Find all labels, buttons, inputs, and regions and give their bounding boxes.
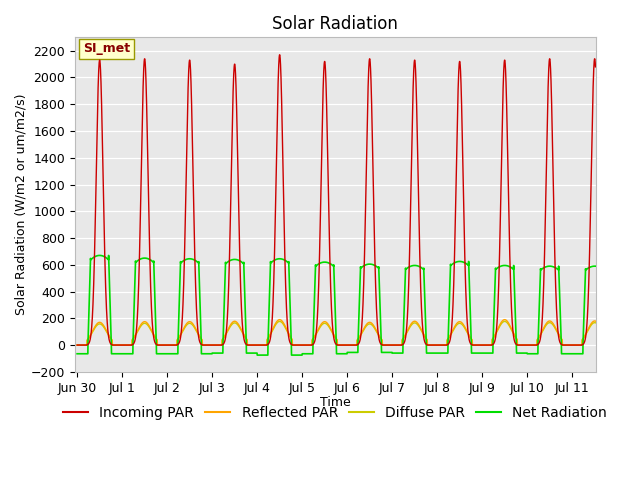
Text: SI_met: SI_met [83, 42, 130, 55]
Y-axis label: Solar Radiation (W/m2 or um/m2/s): Solar Radiation (W/m2 or um/m2/s) [15, 94, 28, 315]
Title: Solar Radiation: Solar Radiation [272, 15, 398, 33]
Legend: Incoming PAR, Reflected PAR, Diffuse PAR, Net Radiation: Incoming PAR, Reflected PAR, Diffuse PAR… [58, 400, 612, 425]
X-axis label: Time: Time [320, 396, 351, 409]
